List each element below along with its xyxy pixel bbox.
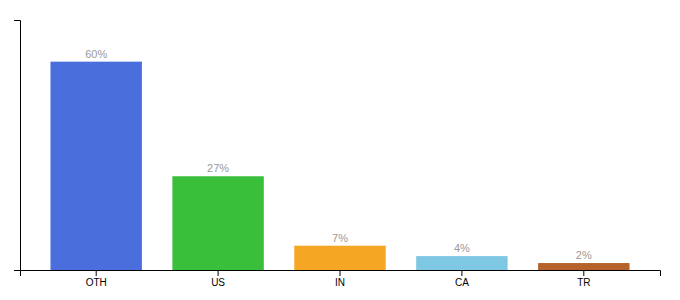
data-label: 60% [85, 48, 107, 60]
x-tick-mark [340, 270, 341, 276]
chart: 60% 27% 7% 4% 2% OTH US IN CA TR [0, 0, 680, 300]
x-tick-label: US [211, 277, 225, 288]
data-label: 2% [576, 249, 592, 261]
bar [172, 176, 263, 270]
data-label: 7% [332, 232, 348, 244]
y-axis [14, 21, 21, 271]
x-tick-label: OTH [86, 277, 107, 288]
x-tick: OTH [86, 270, 107, 288]
x-tick: TR [577, 270, 590, 288]
x-tick-label: CA [455, 277, 469, 288]
x-axis: OTH US IN CA TR [21, 270, 661, 288]
x-tick-mark [461, 270, 462, 276]
bar [416, 256, 507, 270]
x-tick-mark [96, 270, 97, 276]
bar [50, 62, 141, 270]
x-tick-label: TR [577, 277, 590, 288]
bars [50, 62, 629, 270]
bar [538, 263, 629, 270]
x-axis-line [21, 271, 661, 277]
x-tick-mark [583, 270, 584, 276]
x-tick-label: IN [335, 277, 345, 288]
y-axis-line [14, 21, 21, 271]
bar [294, 246, 385, 270]
x-tick-mark [218, 270, 219, 276]
x-tick: US [211, 270, 225, 288]
plot: 60% 27% 7% 4% 2% OTH US IN CA TR [14, 21, 661, 289]
x-tick: IN [335, 270, 345, 288]
data-label: 27% [207, 162, 229, 174]
x-tick: CA [455, 270, 469, 288]
data-labels: 60% 27% 7% 4% 2% [85, 48, 592, 261]
data-label: 4% [454, 242, 470, 254]
